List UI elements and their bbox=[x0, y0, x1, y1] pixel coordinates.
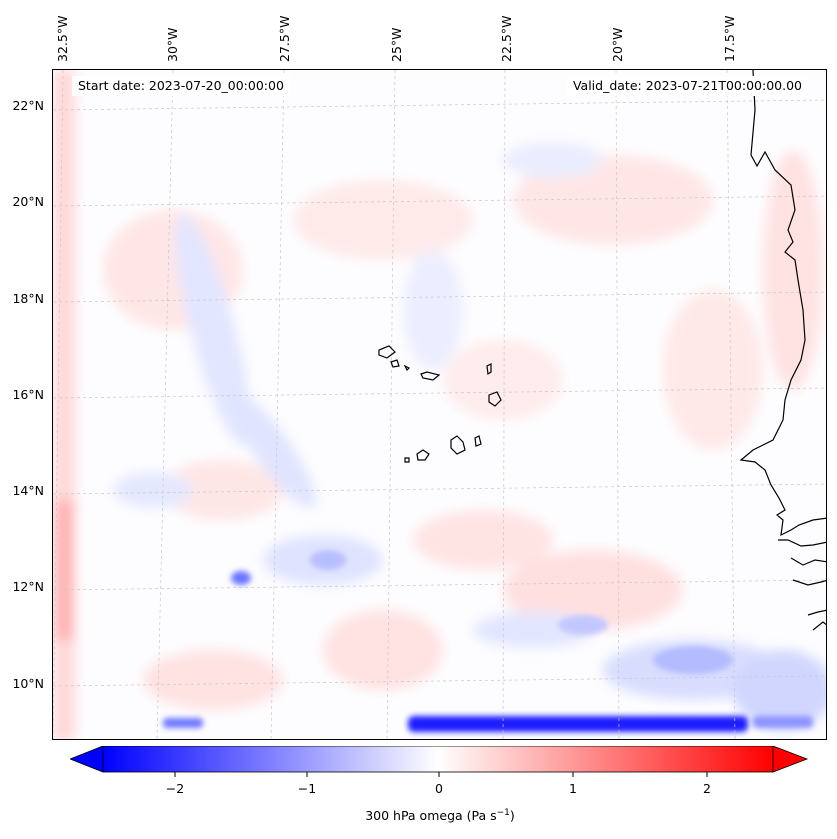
colorbar-tick-label: −2 bbox=[166, 781, 184, 796]
colorbar-extend-low bbox=[70, 746, 103, 772]
lon-label: 30°W bbox=[165, 27, 180, 62]
lat-label: 22°N bbox=[0, 98, 44, 113]
colorbar-label-text: 300 hPa omega (Pa s bbox=[365, 808, 496, 823]
omega-field bbox=[53, 70, 827, 740]
lat-label: 18°N bbox=[0, 291, 44, 306]
colorbar-tick-label: 2 bbox=[703, 781, 711, 796]
colorbar-ticks bbox=[175, 772, 707, 777]
lon-label: 22.5°W bbox=[499, 16, 514, 62]
lat-label: 14°N bbox=[0, 483, 44, 498]
lat-label: 12°N bbox=[0, 579, 44, 594]
start-date-label: Start date: 2023-07-20_00:00:00 bbox=[72, 76, 290, 96]
colorbar-label-exponent: −1 bbox=[497, 808, 510, 818]
map-panel[interactable] bbox=[52, 69, 827, 740]
colorbar-label-suffix: ) bbox=[510, 808, 515, 823]
colorbar-tick-label: −1 bbox=[298, 781, 316, 796]
colorbar-tick-label: 1 bbox=[569, 781, 577, 796]
lat-label: 10°N bbox=[0, 676, 44, 691]
colorbar bbox=[70, 746, 810, 780]
lon-label: 32.5°W bbox=[55, 16, 70, 62]
lon-label: 27.5°W bbox=[277, 16, 292, 62]
lon-label: 17.5°W bbox=[722, 16, 737, 62]
lat-label: 16°N bbox=[0, 387, 44, 402]
lat-label: 20°N bbox=[0, 194, 44, 209]
colorbar-tick-label: 0 bbox=[435, 781, 443, 796]
lon-label: 20°W bbox=[610, 27, 625, 62]
colorbar-extend-high bbox=[773, 746, 807, 772]
lon-label: 25°W bbox=[389, 27, 404, 62]
colorbar-gradient bbox=[103, 746, 773, 772]
valid-date-label: Valid_date: 2023-07-21T00:00:00.00 bbox=[567, 76, 808, 96]
colorbar-label: 300 hPa omega (Pa s−1) bbox=[0, 808, 837, 823]
omega-field-map bbox=[53, 70, 827, 740]
